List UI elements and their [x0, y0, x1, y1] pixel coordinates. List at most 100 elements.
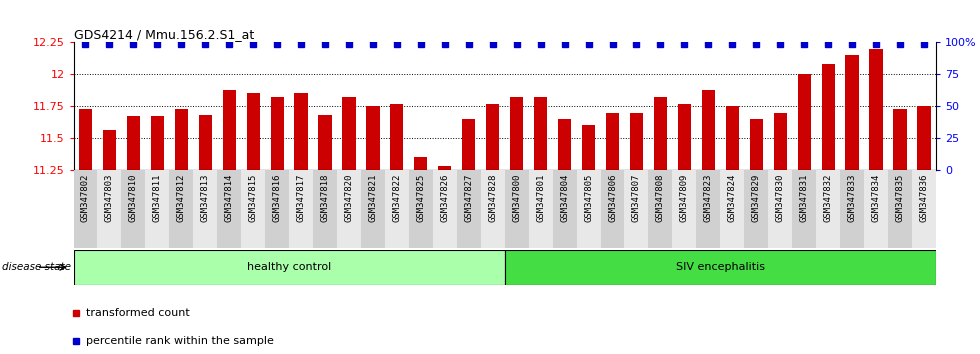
Text: GSM347815: GSM347815	[249, 174, 258, 222]
Bar	[869, 49, 883, 170]
Bar	[289, 170, 313, 248]
Bar	[433, 170, 457, 248]
Bar	[241, 170, 266, 248]
Bar	[672, 170, 697, 248]
Bar	[247, 93, 260, 170]
Bar	[624, 170, 649, 248]
Bar	[415, 157, 427, 170]
Bar	[170, 170, 193, 248]
Bar	[888, 170, 912, 248]
Text: GSM347806: GSM347806	[608, 174, 617, 222]
Text: GSM347811: GSM347811	[153, 174, 162, 222]
Bar	[792, 170, 816, 248]
Bar	[558, 119, 571, 170]
Bar	[218, 170, 241, 248]
Bar	[744, 170, 768, 248]
Text: GSM347823: GSM347823	[704, 174, 712, 222]
Text: GDS4214 / Mmu.156.2.S1_at: GDS4214 / Mmu.156.2.S1_at	[74, 28, 254, 41]
Bar	[768, 170, 792, 248]
Bar	[917, 106, 930, 170]
Bar	[457, 170, 481, 248]
Bar	[840, 170, 864, 248]
Text: GSM347801: GSM347801	[536, 174, 545, 222]
Bar	[74, 170, 97, 248]
Bar	[773, 113, 787, 170]
Text: GSM347803: GSM347803	[105, 174, 114, 222]
Text: GSM347807: GSM347807	[632, 174, 641, 222]
Bar	[821, 64, 835, 170]
Bar	[97, 170, 122, 248]
Bar	[606, 113, 619, 170]
Text: GSM347802: GSM347802	[81, 174, 90, 222]
Bar	[702, 90, 714, 170]
Bar	[505, 250, 936, 285]
Text: healthy control: healthy control	[247, 262, 331, 272]
Text: GSM347829: GSM347829	[752, 174, 760, 222]
Bar	[174, 109, 188, 170]
Text: GSM347830: GSM347830	[776, 174, 785, 222]
Text: GSM347831: GSM347831	[800, 174, 808, 222]
Bar	[367, 106, 379, 170]
Text: GSM347835: GSM347835	[896, 174, 905, 222]
Text: GSM347808: GSM347808	[656, 174, 664, 222]
Bar	[553, 170, 576, 248]
Bar	[74, 250, 505, 285]
Bar	[463, 119, 475, 170]
Text: percentile rank within the sample: percentile rank within the sample	[86, 336, 273, 346]
Bar	[222, 90, 236, 170]
Bar	[486, 104, 499, 170]
Bar	[912, 170, 936, 248]
Text: disease state: disease state	[2, 262, 71, 272]
Bar	[337, 170, 361, 248]
Text: GSM347813: GSM347813	[201, 174, 210, 222]
Bar	[193, 170, 218, 248]
Text: GSM347834: GSM347834	[871, 174, 880, 222]
Bar	[750, 119, 762, 170]
Bar	[720, 170, 744, 248]
Bar	[122, 170, 145, 248]
Bar	[313, 170, 337, 248]
Text: GSM347805: GSM347805	[584, 174, 593, 222]
Text: GSM347826: GSM347826	[440, 174, 449, 222]
Bar	[438, 166, 452, 170]
Bar	[151, 116, 164, 170]
Bar	[601, 170, 624, 248]
Text: transformed count: transformed count	[86, 308, 189, 318]
Bar	[505, 170, 528, 248]
Bar	[266, 170, 289, 248]
Text: GSM347827: GSM347827	[465, 174, 473, 222]
Bar	[846, 55, 858, 170]
Text: GSM347822: GSM347822	[392, 174, 402, 222]
Bar	[894, 109, 906, 170]
Bar	[864, 170, 888, 248]
Text: GSM347810: GSM347810	[129, 174, 138, 222]
Bar	[145, 170, 170, 248]
Bar	[510, 97, 523, 170]
Text: GSM347812: GSM347812	[176, 174, 186, 222]
Bar	[342, 97, 356, 170]
Text: GSM347820: GSM347820	[345, 174, 354, 222]
Text: GSM347800: GSM347800	[513, 174, 521, 222]
Bar	[318, 115, 331, 170]
Bar	[678, 104, 691, 170]
Text: GSM347836: GSM347836	[919, 174, 928, 222]
Bar	[816, 170, 840, 248]
Bar	[270, 97, 283, 170]
Bar	[409, 170, 433, 248]
Bar	[78, 109, 92, 170]
Text: SIV encephalitis: SIV encephalitis	[676, 262, 764, 272]
Text: GSM347804: GSM347804	[561, 174, 569, 222]
Bar	[103, 130, 116, 170]
Bar	[582, 125, 595, 170]
Text: GSM347832: GSM347832	[823, 174, 833, 222]
Bar	[294, 93, 308, 170]
Text: GSM347818: GSM347818	[320, 174, 329, 222]
Bar	[798, 74, 810, 170]
Bar	[576, 170, 601, 248]
Text: GSM347821: GSM347821	[368, 174, 377, 222]
Bar	[697, 170, 720, 248]
Bar	[126, 116, 140, 170]
Bar	[385, 170, 409, 248]
Bar	[725, 106, 739, 170]
Bar	[630, 113, 643, 170]
